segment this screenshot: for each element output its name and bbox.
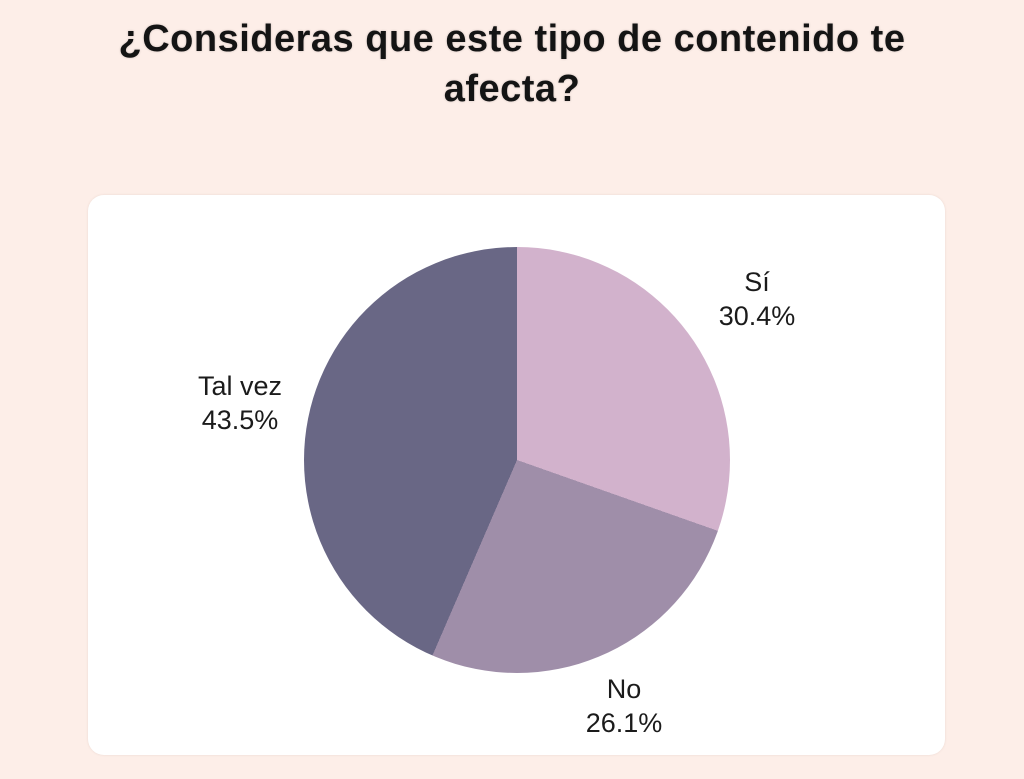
page-title: ¿Consideras que este tipo de contenido t… [0, 14, 1024, 114]
pie-label-talvez-name: Tal vez [197, 371, 283, 401]
page-title-line-2: afecta? [443, 68, 581, 110]
pie-chart [304, 247, 730, 673]
pie-label-talvez-value: 43.5% [201, 405, 279, 435]
chart-card: Sí 30.4% Tal vez 43.5% No 26.1% [88, 195, 945, 755]
pie-label-si-name: Sí [744, 267, 770, 297]
pie-label-si: Sí 30.4% [719, 265, 796, 333]
page-title-line-1: ¿Consideras que este tipo de contenido t… [118, 18, 906, 60]
pie-label-no-value: 26.1% [585, 708, 663, 738]
pie-label-si-value: 30.4% [718, 301, 796, 331]
pie-label-no: No 26.1% [586, 672, 663, 740]
pie-label-talvez: Tal vez 43.5% [198, 369, 282, 437]
pie-label-no-name: No [606, 674, 642, 704]
